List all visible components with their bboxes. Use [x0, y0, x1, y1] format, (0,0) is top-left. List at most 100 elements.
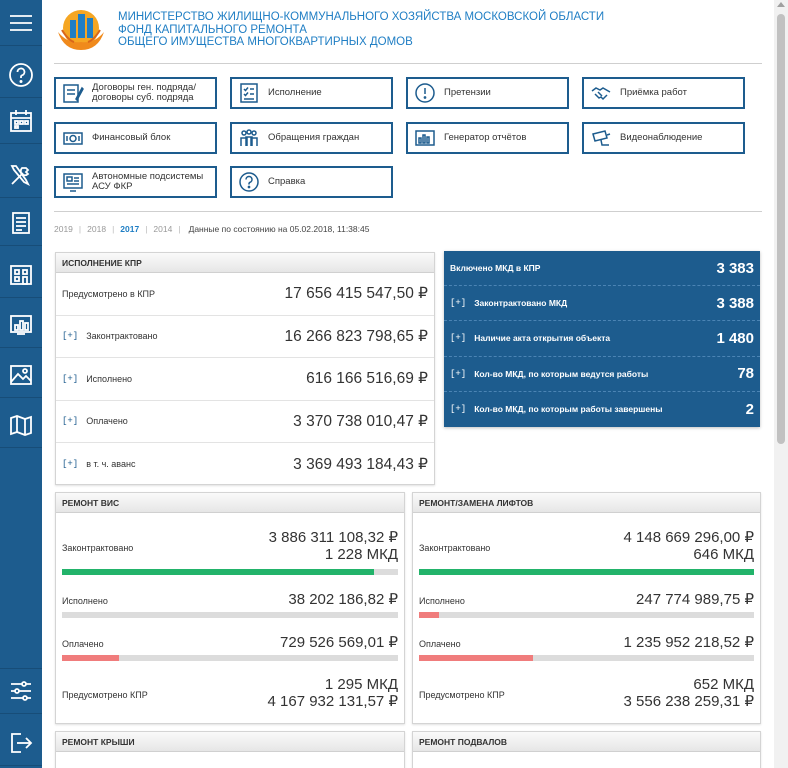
help-icon[interactable]	[0, 52, 42, 98]
lifts-contracted-label: Законтрактовано	[419, 543, 491, 553]
vis-contracted-label: Законтрактовано	[62, 543, 134, 553]
map-icon[interactable]	[0, 402, 42, 448]
progress-fill	[62, 655, 120, 661]
picture-icon[interactable]	[0, 352, 42, 398]
expand-toggle[interactable]: [+]	[62, 373, 79, 384]
mkd-inwork-row: [+] Кол-во МКД, по которым ведутся работ…	[444, 357, 760, 392]
mkd-opening-value: 1 480	[716, 329, 754, 347]
kpr-executed-label: Исполнено	[86, 373, 133, 384]
vis-contracted-values: 3 886 311 108,32 ₽ 1 228 МКД	[269, 529, 398, 563]
expand-toggle[interactable]: [+]	[450, 368, 467, 379]
nav-help-button[interactable]: Справка	[230, 166, 393, 198]
expand-toggle[interactable]: [+]	[450, 404, 467, 415]
lifts-paid-progress	[419, 655, 754, 661]
vis-contracted-amount: 3 886 311 108,32 ₽	[268, 529, 398, 546]
subsystem-icon	[60, 169, 86, 195]
nav-execution-label: Исполнение	[268, 86, 322, 98]
nav-acceptance-label: Приёмка работ	[620, 86, 687, 98]
lifts-planned-label: Предусмотрено КПР	[419, 690, 505, 700]
nav-autonomous-label: Автономные подсистемы АСУ ФКР	[92, 170, 204, 192]
mkd-done-row: [+] Кол-во МКД, по которым работы заверш…	[444, 392, 760, 427]
expand-toggle[interactable]: [+]	[450, 298, 467, 309]
vis-executed-item: Исполнено 38 202 186,82 ₽	[56, 568, 404, 618]
kpr-paid-label: Оплачено	[86, 416, 128, 427]
nav-execution-button[interactable]: Исполнение	[230, 77, 393, 109]
nav-autonomous-button[interactable]: Автономные подсистемы АСУ ФКР	[54, 166, 217, 198]
progress-fill	[419, 655, 533, 661]
tools-icon[interactable]	[0, 152, 42, 198]
calendar-icon[interactable]	[0, 98, 42, 144]
vis-panel-title: Ремонт ВИС	[56, 493, 404, 513]
mkd-included-value: 3 383	[716, 259, 754, 277]
kpr-planned-value: 17 656 415 547,50 ₽	[284, 285, 428, 303]
document-icon[interactable]	[0, 200, 42, 246]
kpr-planned-label: Предусмотрено в КПР	[62, 288, 156, 299]
sidebar	[0, 0, 42, 768]
year-2018[interactable]: 2018	[87, 224, 107, 234]
kpr-panel-title: Исполнение КПР	[56, 253, 434, 273]
vertical-scrollbar[interactable]	[774, 0, 788, 768]
vis-paid-item: Оплачено 729 526 569,01 ₽	[56, 610, 404, 661]
nav-finance-button[interactable]: Финансовый блок	[54, 122, 217, 154]
vis-executed-label: Исполнено	[62, 596, 108, 606]
vis-paid-value: 729 526 569,01 ₽	[280, 634, 398, 651]
kpr-paid-row: [+] Оплачено 3 370 738 010,47 ₽	[56, 401, 434, 443]
mkd-included-row: Включено МКД в КПР 3 383	[444, 251, 760, 287]
lifts-executed-label: Исполнено	[419, 596, 465, 606]
expand-toggle[interactable]: [+]	[62, 459, 79, 470]
progress-fill	[419, 612, 440, 618]
kpr-advance-label: в т. ч. аванс	[86, 459, 136, 470]
nav-contracts-button[interactable]: Договоры ген. подряда/ договоры суб. под…	[54, 77, 217, 109]
nav-acceptance-button[interactable]: Приёмка работ	[582, 77, 745, 109]
logout-icon[interactable]	[0, 720, 42, 766]
expand-toggle[interactable]: [+]	[62, 331, 79, 342]
lifts-executed-item: Исполнено 247 774 989,75 ₽	[413, 568, 760, 618]
lifts-planned-item: Предусмотрено КПР 652 МКД 3 556 238 259,…	[413, 652, 760, 712]
lifts-executed-value: 247 774 989,75 ₽	[636, 591, 754, 608]
handshake-icon	[588, 80, 614, 106]
kpr-contracted-value: 16 266 823 798,65 ₽	[284, 327, 428, 345]
lifts-planned-amount: 3 556 238 259,31 ₽	[623, 693, 755, 710]
kpr-contracted-label: Законтрактовано	[86, 331, 158, 342]
basement-repair-panel: Ремонт подвалов	[412, 731, 761, 768]
building-icon[interactable]	[0, 252, 42, 298]
expand-toggle[interactable]: [+]	[450, 333, 467, 344]
roof-panel-title: Ремонт крыши	[56, 732, 404, 752]
contract-pen-icon	[60, 80, 86, 106]
nav-video-button[interactable]: Видеонаблюдение	[582, 122, 745, 154]
kpr-paid-value: 3 370 738 010,47 ₽	[293, 412, 428, 430]
nav-appeals-button[interactable]: Обращения граждан	[230, 122, 393, 154]
nav-finance-label: Финансовый блок	[92, 131, 171, 143]
year-2019[interactable]: 2019	[54, 224, 73, 234]
lifts-paid-item: Оплачено 1 235 952 218,52 ₽	[413, 610, 760, 661]
vis-contracted-count: 1 228 МКД	[324, 546, 398, 563]
mkd-opening-label: Наличие акта открытия объекта	[474, 333, 611, 344]
money-icon	[60, 125, 86, 151]
menu-icon[interactable]	[0, 0, 42, 46]
ministry-title-line2: Фонд капитального ремонта	[118, 23, 307, 36]
mkd-inwork-value: 78	[737, 365, 754, 383]
year-2017[interactable]: 2017	[120, 224, 140, 234]
roof-repair-panel: Ремонт крыши	[55, 731, 405, 768]
people-group-icon	[236, 125, 262, 151]
vis-contracted-progress	[62, 569, 398, 575]
settings-sliders-icon[interactable]	[0, 668, 42, 714]
kpr-advance-value: 3 369 493 184,43 ₽	[293, 455, 428, 473]
year-2014[interactable]: 2014	[153, 224, 173, 234]
vis-paid-label: Оплачено	[62, 639, 104, 649]
nav-claims-button[interactable]: Претензии	[406, 77, 569, 109]
chart-icon[interactable]	[0, 302, 42, 348]
vis-planned-label: Предусмотрено КПР	[62, 690, 148, 700]
vis-executed-value: 38 202 186,82 ₽	[288, 591, 398, 608]
ministry-title: Министерство жилищно-коммунального хозяй…	[118, 11, 604, 49]
vis-contracted-item: Законтрактовано 3 886 311 108,32 ₽ 1 228…	[56, 513, 404, 575]
kpr-executed-value: 616 166 516,69 ₽	[306, 370, 428, 388]
scroll-thumb[interactable]	[777, 14, 785, 444]
scroll-up-arrow-icon[interactable]	[777, 2, 785, 7]
progress-fill	[419, 569, 754, 575]
expand-toggle[interactable]: [+]	[62, 416, 79, 427]
lifts-contracted-count: 646 МКД	[693, 546, 754, 563]
lifts-repair-panel: Ремонт/замена лифтов Законтрактовано 4 1…	[412, 492, 761, 724]
nav-reports-button[interactable]: Генератор отчётов	[406, 122, 569, 154]
mkd-included-label: Включено МКД в КПР	[450, 263, 541, 274]
